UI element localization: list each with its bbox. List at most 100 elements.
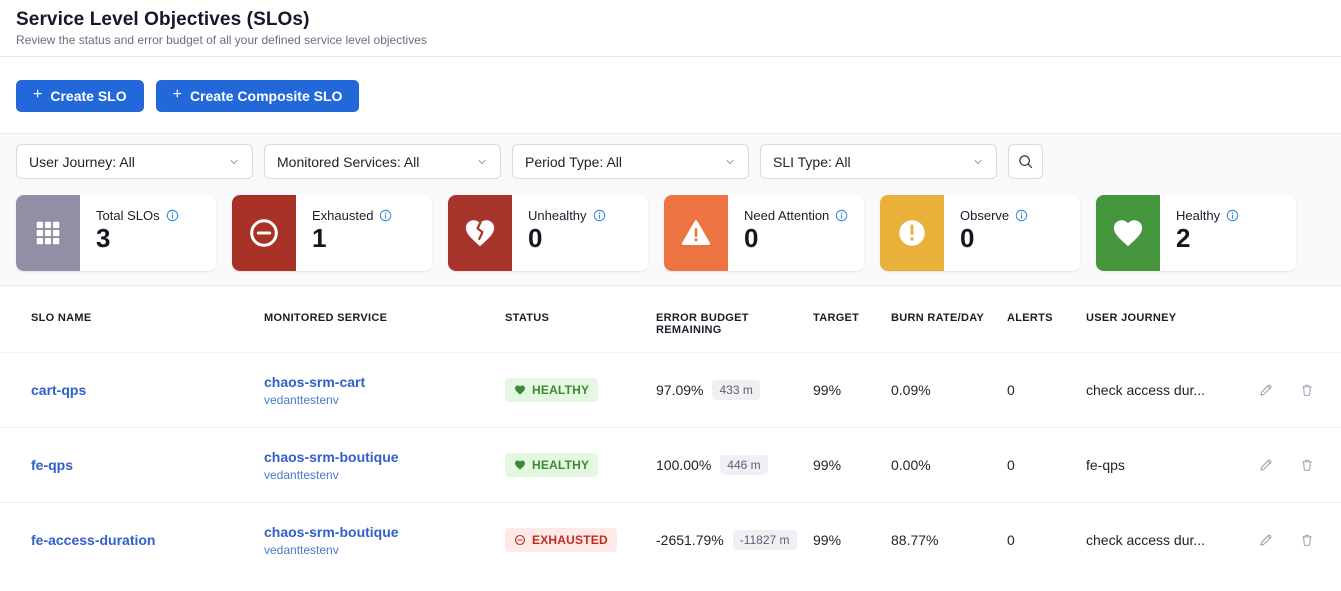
summary-card-exhausted[interactable]: Exhausted 1	[232, 195, 432, 271]
trash-icon	[1302, 384, 1312, 396]
heart-icon	[515, 385, 525, 395]
circle-minus-icon	[232, 195, 296, 271]
chevron-down-icon	[478, 159, 486, 164]
filter-bar: User Journey: All Monitored Services: Al…	[16, 144, 1325, 179]
error-budget-minutes-chip: 446 m	[720, 455, 768, 475]
user-journey-value: fe-qps	[1086, 457, 1125, 473]
grid-icon	[16, 195, 80, 271]
page-header: Service Level Objectives (SLOs) Review t…	[0, 0, 1341, 57]
card-value-healthy: 2	[1176, 223, 1191, 253]
slo-name-link[interactable]: fe-qps	[31, 457, 73, 473]
chevron-down-icon	[230, 159, 238, 164]
col-header-status: STATUS	[505, 312, 550, 324]
delete-button[interactable]	[1299, 457, 1315, 473]
status-badge: HEALTHY	[505, 453, 599, 477]
slo-name-link[interactable]: cart-qps	[31, 382, 87, 398]
table-row: fe-access-duration chaos-srm-boutique ve…	[0, 502, 1341, 577]
delete-button[interactable]	[1299, 382, 1315, 398]
burn-rate-value: 0.09%	[891, 382, 931, 398]
summary-card-unhealthy[interactable]: Unhealthy 0	[448, 195, 648, 271]
plus-icon: +	[33, 86, 43, 103]
user-journey-value: check access dur...	[1086, 532, 1206, 548]
status-label: EXHAUSTED	[532, 533, 608, 547]
info-icon[interactable]	[166, 209, 179, 222]
sli-type-filter-dropdown[interactable]: SLI Type: All	[760, 144, 997, 179]
plus-icon: +	[172, 86, 182, 103]
status-label: HEALTHY	[532, 458, 590, 472]
search-button[interactable]	[1008, 144, 1043, 179]
card-value-total-slos: 3	[96, 223, 111, 253]
period-type-filter-dropdown[interactable]: Period Type: All	[512, 144, 749, 179]
create-composite-slo-label: Create Composite SLO	[189, 88, 343, 104]
col-header-alerts: ALERTS	[1007, 312, 1053, 324]
pencil-icon	[1260, 384, 1272, 396]
card-label-healthy: Healthy	[1176, 208, 1221, 223]
target-value: 99%	[813, 532, 842, 548]
search-icon	[1019, 155, 1033, 169]
info-icon[interactable]	[379, 209, 392, 222]
card-label-unhealthy: Unhealthy	[528, 208, 587, 223]
alerts-count: 0	[1007, 382, 1015, 398]
table-row: fe-qps chaos-srm-boutique vedanttestenv …	[0, 427, 1341, 502]
summary-card-need-attention[interactable]: Need Attention 0	[664, 195, 864, 271]
summary-card-healthy[interactable]: Healthy 2	[1096, 195, 1296, 271]
status-badge: EXHAUSTED	[505, 528, 617, 552]
burn-rate-value: 88.77%	[891, 532, 939, 548]
target-value: 99%	[813, 457, 842, 473]
pencil-icon	[1260, 459, 1272, 471]
col-header-monitored-service: MONITORED SERVICE	[264, 312, 388, 324]
edit-button[interactable]	[1258, 532, 1274, 548]
info-icon[interactable]	[593, 209, 606, 222]
monitored-service-link[interactable]: chaos-srm-boutique	[264, 523, 399, 540]
alerts-count: 0	[1007, 532, 1015, 548]
card-label-need-attention: Need Attention	[744, 208, 830, 223]
user-journey-filter-dropdown[interactable]: User Journey: All	[16, 144, 253, 179]
error-budget-percent: 97.09%	[656, 382, 704, 398]
card-value-observe: 0	[960, 223, 975, 253]
card-label-exhausted: Exhausted	[312, 208, 374, 223]
delete-button[interactable]	[1299, 532, 1315, 548]
col-header-user-journey: USER JOURNEY	[1086, 312, 1177, 324]
monitored-service-link[interactable]: chaos-srm-boutique	[264, 448, 399, 465]
card-label-total-slos: Total SLOs	[96, 208, 160, 223]
monitored-service-link[interactable]: chaos-srm-cart	[264, 373, 366, 390]
alerts-count: 0	[1007, 457, 1015, 473]
monitored-services-filter-value: Monitored Services: All	[277, 153, 420, 170]
monitored-services-filter-dropdown[interactable]: Monitored Services: All	[264, 144, 501, 179]
info-icon[interactable]	[1226, 209, 1239, 222]
create-composite-slo-button[interactable]: + Create Composite SLO	[155, 80, 360, 112]
environment-link[interactable]: vedanttestenv	[264, 542, 339, 557]
pencil-icon	[1260, 534, 1272, 546]
environment-link[interactable]: vedanttestenv	[264, 392, 339, 407]
user-journey-value: check access dur...	[1086, 382, 1206, 398]
summary-card-observe[interactable]: Observe 0	[880, 195, 1080, 271]
toolbar: + Create SLO + Create Composite SLO	[0, 57, 1341, 134]
info-icon[interactable]	[1015, 209, 1028, 222]
card-value-need-attention: 0	[744, 223, 759, 253]
error-budget-minutes-chip: 433 m	[712, 380, 760, 400]
error-budget-minutes-chip: -11827 m	[732, 530, 797, 550]
edit-button[interactable]	[1258, 457, 1274, 473]
circle-minus-icon	[514, 534, 526, 546]
chevron-down-icon	[974, 159, 982, 164]
trash-icon	[1302, 459, 1312, 471]
info-icon[interactable]	[835, 209, 848, 222]
heart-icon	[515, 460, 525, 470]
create-slo-button[interactable]: + Create SLO	[16, 80, 144, 112]
table-row: cart-qps chaos-srm-cart vedanttestenv HE…	[0, 352, 1341, 427]
table-header-row: SLO NAME MONITORED SERVICE STATUS ERROR …	[0, 286, 1341, 352]
edit-button[interactable]	[1258, 382, 1274, 398]
card-value-exhausted: 1	[312, 223, 327, 253]
col-header-error-budget-remaining: ERROR BUDGET REMAINING	[656, 312, 749, 336]
status-badge: HEALTHY	[505, 378, 599, 402]
user-journey-filter-value: User Journey: All	[29, 153, 135, 170]
slo-name-link[interactable]: fe-access-duration	[31, 532, 156, 548]
summary-card-total-slos[interactable]: Total SLOs 3	[16, 195, 216, 271]
broken-heart-icon	[448, 195, 512, 271]
trash-icon	[1302, 534, 1312, 546]
page-title: Service Level Objectives (SLOs)	[16, 9, 310, 30]
environment-link[interactable]: vedanttestenv	[264, 467, 339, 482]
card-label-observe: Observe	[960, 208, 1010, 223]
page-subtitle: Review the status and error budget of al…	[16, 33, 427, 47]
exclamation-circle-icon	[880, 195, 944, 271]
